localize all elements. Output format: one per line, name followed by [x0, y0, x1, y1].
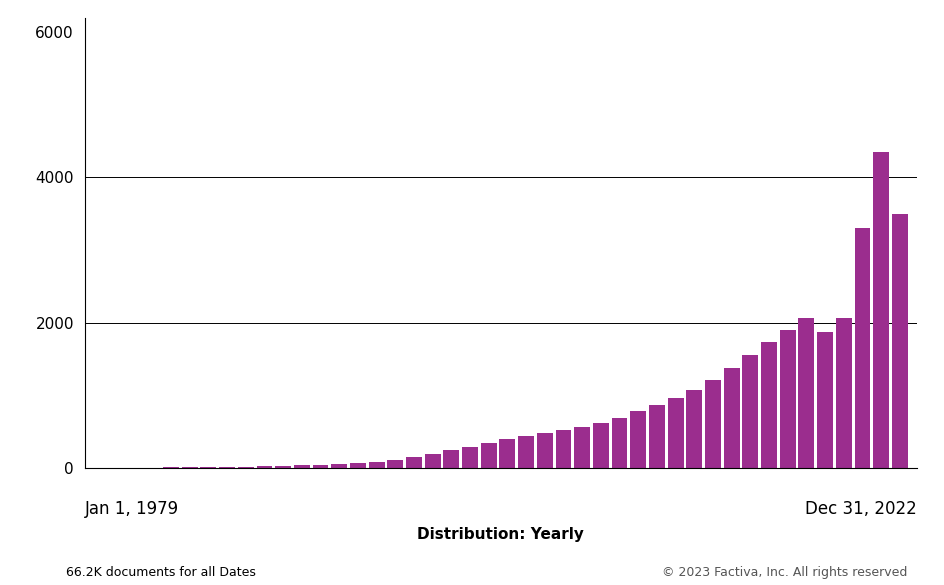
Bar — [742, 356, 757, 468]
Bar — [872, 152, 888, 468]
Bar — [817, 332, 833, 468]
Bar — [611, 418, 627, 468]
Bar — [499, 439, 514, 468]
Bar — [760, 342, 776, 468]
Bar — [853, 228, 869, 468]
Bar — [834, 318, 851, 468]
Bar — [517, 436, 533, 468]
Bar — [462, 446, 478, 468]
Bar — [592, 424, 608, 468]
Bar — [256, 466, 272, 468]
Bar — [480, 443, 497, 468]
Text: Jan 1, 1979: Jan 1, 1979 — [85, 500, 179, 518]
Bar — [536, 433, 552, 468]
Bar — [219, 467, 235, 468]
Bar — [238, 467, 253, 468]
Bar — [312, 465, 329, 468]
Bar — [574, 427, 589, 468]
Bar — [424, 454, 440, 468]
Bar — [200, 467, 216, 468]
Bar — [275, 466, 291, 468]
Bar — [779, 330, 795, 468]
Bar — [331, 464, 346, 468]
Text: © 2023 Factiva, Inc. All rights reserved: © 2023 Factiva, Inc. All rights reserved — [661, 566, 906, 579]
Text: Distribution: Yearly: Distribution: Yearly — [417, 526, 583, 542]
Bar — [294, 466, 310, 468]
Bar — [181, 467, 197, 468]
Bar — [666, 398, 683, 468]
Bar — [349, 463, 365, 468]
Bar — [891, 214, 907, 468]
Text: 66.2K documents for all Dates: 66.2K documents for all Dates — [66, 566, 256, 579]
Bar — [798, 318, 814, 468]
Bar — [406, 457, 421, 468]
Bar — [685, 390, 701, 468]
Bar — [649, 405, 665, 468]
Bar — [555, 430, 571, 468]
Bar — [368, 462, 384, 468]
Text: Dec 31, 2022: Dec 31, 2022 — [804, 500, 916, 518]
Bar — [704, 380, 720, 468]
Bar — [630, 411, 646, 468]
Bar — [443, 450, 459, 468]
Bar — [723, 369, 739, 468]
Bar — [387, 460, 403, 468]
